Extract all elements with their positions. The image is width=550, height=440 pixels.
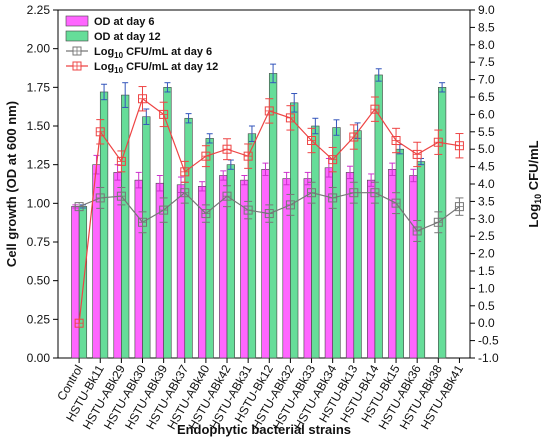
- y2-tick-label: 1.0: [478, 281, 495, 295]
- y-tick-label: 2.25: [27, 3, 51, 17]
- y2-axis-title: Log10 CFU/mL: [526, 140, 543, 227]
- y2-tick-label: -1.0: [478, 351, 499, 365]
- y-tick-label: 1.50: [27, 119, 51, 133]
- bar-od-day6: [409, 175, 418, 359]
- bar-od-day6: [219, 175, 228, 359]
- bar-od-day12: [142, 116, 151, 359]
- bar-od-day12: [184, 117, 193, 359]
- legend-label: Log10 CFU/mL at day 12: [94, 61, 218, 75]
- bar-od-day12: [205, 138, 214, 359]
- y2-tick-label: 4.0: [478, 177, 495, 191]
- y-tick-label: 1.25: [27, 158, 51, 172]
- bar-od-day6: [367, 179, 376, 359]
- y2-tick-label: 3.0: [478, 212, 495, 226]
- legend-swatch: [65, 15, 89, 27]
- y2-tick-label: 0.0: [478, 316, 495, 330]
- y2-tick-label: 6.5: [478, 90, 495, 104]
- bar-od-day6: [134, 179, 143, 359]
- y2-tick-label: 6.0: [478, 107, 495, 121]
- bar-od-day12: [247, 133, 257, 359]
- bar-od-day6: [261, 169, 270, 359]
- bar-od-day12: [290, 102, 299, 359]
- y2-tick-label: 7.0: [478, 73, 495, 87]
- x-axis-title: Endophytic bacterial strains: [177, 422, 351, 437]
- legend-label: Log10 CFU/mL at day 6: [94, 46, 212, 60]
- y2-tick-label: 2.5: [478, 229, 495, 243]
- y2-tick-label: 7.5: [478, 55, 495, 69]
- bar-od-day6: [388, 169, 397, 359]
- y-tick-label: 2.00: [27, 42, 51, 56]
- y-tick-label: 0.50: [27, 274, 51, 288]
- y2-tick-label: 5.0: [478, 142, 495, 156]
- y2-tick-label: 8.5: [478, 20, 495, 34]
- y2-tick-label: 1.5: [478, 264, 495, 278]
- y2-tick-label: 4.5: [478, 160, 495, 174]
- legend-label: OD at day 6: [94, 16, 155, 28]
- y2-tick-label: 8.0: [478, 38, 495, 52]
- bar-od-day12: [353, 130, 362, 359]
- y2-tick-label: -0.5: [478, 334, 499, 348]
- y-tick-label: 1.00: [27, 196, 51, 210]
- bar-od-day6: [345, 172, 355, 359]
- bar-od-day12: [395, 148, 404, 359]
- y2-tick-label: 0.5: [478, 299, 495, 313]
- legend-label: OD at day 12: [94, 31, 161, 43]
- bar-od-day12: [78, 206, 88, 359]
- bar-od-day12: [121, 94, 130, 359]
- bar-od-day6: [303, 178, 312, 359]
- y-tick-label: 1.75: [27, 80, 51, 94]
- bar-od-day12: [416, 161, 426, 359]
- y2-tick-label: 9.0: [478, 3, 495, 17]
- y2-tick-label: 5.5: [478, 125, 495, 139]
- bar-od-day6: [176, 184, 186, 359]
- y-axis-title: Cell growth (OD at 600 nm): [4, 101, 19, 267]
- y-tick-label: 0.75: [27, 235, 51, 249]
- bar-od-day12: [311, 125, 320, 359]
- y2-tick-label: 2.0: [478, 247, 495, 261]
- bar-od-day12: [374, 74, 383, 359]
- y-tick-label: 0.25: [27, 312, 51, 326]
- legend-swatch: [65, 30, 89, 42]
- y-tick-label: 0.00: [27, 351, 51, 365]
- bar-od-day6: [71, 206, 80, 359]
- y2-tick-label: 3.5: [478, 194, 495, 208]
